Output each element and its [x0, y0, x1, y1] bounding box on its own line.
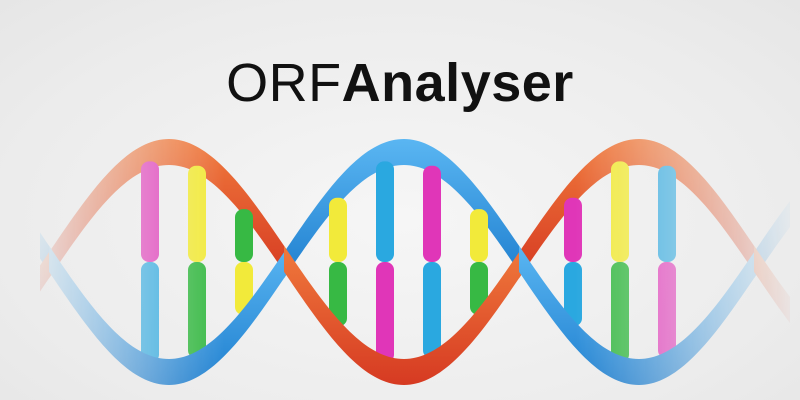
base-pair-half	[141, 262, 159, 363]
red-strand-segment	[519, 139, 756, 279]
base-pair-half	[658, 262, 676, 359]
base-pair-half	[329, 197, 347, 262]
base-pair-half	[423, 262, 441, 359]
red-strand-segment	[284, 245, 521, 385]
base-pair-half	[188, 165, 206, 262]
base-pair-half	[235, 262, 253, 315]
logo-suffix: Analyser	[341, 53, 574, 113]
base-pair-half	[470, 209, 488, 262]
base-pairs	[141, 161, 676, 363]
red-strand-segment	[754, 245, 790, 324]
base-pair-half	[564, 262, 582, 327]
base-pair-half	[611, 161, 629, 262]
blue-strand-segment	[519, 245, 756, 385]
base-pair-half	[141, 161, 159, 262]
logo-prefix: ORF	[226, 53, 342, 113]
base-pair-half	[376, 161, 394, 262]
base-pair-half	[188, 262, 206, 359]
red-strand-segment	[49, 139, 286, 279]
base-pair-half	[658, 165, 676, 262]
base-pair-half	[470, 262, 488, 315]
back-strand	[40, 139, 790, 279]
base-pair-half	[329, 262, 347, 327]
blue-strand-segment	[754, 200, 790, 279]
base-pair-half	[611, 262, 629, 363]
blue-strand-segment	[284, 139, 521, 279]
base-pair-half	[564, 197, 582, 262]
logo-title: ORFAnalyser	[0, 48, 800, 118]
front-strand	[40, 245, 790, 385]
base-pair-half	[423, 165, 441, 262]
base-pair-half	[376, 262, 394, 363]
blue-strand-segment	[49, 245, 286, 385]
base-pair-half	[235, 209, 253, 262]
